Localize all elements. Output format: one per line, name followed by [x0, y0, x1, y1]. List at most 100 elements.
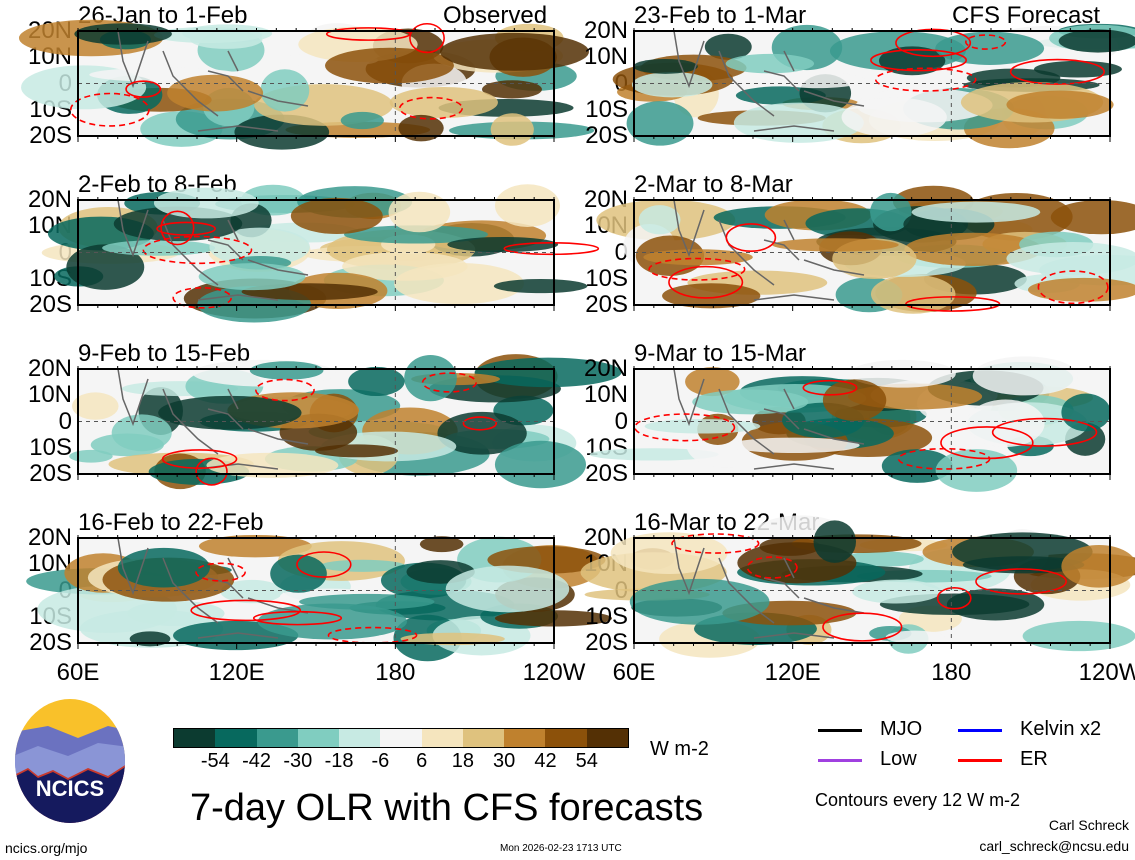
- olr-anomaly-blob: [102, 240, 216, 256]
- coastline: [673, 537, 865, 639]
- er-contour: [255, 378, 315, 402]
- olr-anomaly-blob: [494, 184, 561, 227]
- er-contour: [296, 551, 352, 578]
- lon-label: 180: [931, 659, 972, 686]
- lat-label: 10N: [27, 381, 72, 409]
- colorbar-swatch: [545, 729, 588, 747]
- er-contour: [161, 449, 238, 470]
- colorbar-label: -6: [371, 750, 390, 772]
- coastline: [117, 30, 309, 132]
- lat-label: 20S: [29, 460, 72, 487]
- olr-anomaly-blob: [728, 437, 860, 454]
- colorbar: [173, 728, 629, 748]
- author: Carl Schreck: [1048, 817, 1129, 833]
- legend-label: Kelvin x2: [1020, 718, 1102, 740]
- olr-map-panel: [18, 19, 595, 150]
- er-contour: [462, 416, 498, 431]
- legend-label: ER: [1020, 748, 1048, 770]
- olr-anomaly-blob: [770, 71, 866, 89]
- olr-anomaly-blob: [1027, 277, 1135, 302]
- olr-anomaly-blob: [198, 263, 306, 291]
- er-contour: [936, 586, 972, 610]
- colorbar-label: -30: [283, 750, 313, 772]
- panel-title: 9-Feb to 15-Feb: [78, 340, 251, 367]
- legend-label: Low: [880, 748, 917, 770]
- lat-label: 0: [614, 238, 628, 266]
- lat-label: 20N: [583, 17, 628, 44]
- olr-anomaly-blob: [198, 534, 312, 558]
- olr-anomaly-blob: [389, 86, 498, 118]
- olr-anomaly-blob: [72, 392, 119, 420]
- lat-label: 10N: [583, 43, 628, 71]
- panel-title: 9-Mar to 15-Mar: [634, 340, 807, 367]
- er-contour: [195, 562, 246, 582]
- olr-anomaly-blob: [493, 279, 588, 294]
- lat-label: 20N: [583, 355, 628, 382]
- er-contour: [746, 556, 798, 579]
- olr-anomaly-blob: [1061, 544, 1135, 588]
- olr-anomaly-blob: [117, 547, 210, 588]
- er-contour: [421, 372, 477, 393]
- olr-anomaly-blob: [447, 236, 559, 253]
- colorbar-swatch: [504, 729, 547, 747]
- lat-label: 20N: [27, 355, 72, 382]
- olr-map-panel: [612, 23, 1135, 149]
- panel-title: 16-Feb to 22-Feb: [78, 509, 264, 536]
- olr-anomaly-blob: [270, 554, 327, 593]
- er-contour: [409, 22, 445, 54]
- olr-anomaly-blob: [69, 449, 113, 463]
- colorbar-swatch: [462, 729, 506, 747]
- olr-anomaly-blob: [206, 452, 339, 478]
- olr-anomaly-blob: [404, 354, 457, 402]
- colorbar-label: 6: [416, 750, 428, 772]
- olr-anomaly-blob: [74, 23, 172, 45]
- lat-label: 10N: [583, 381, 628, 409]
- olr-anomaly-blob: [260, 69, 310, 112]
- er-contour: [965, 34, 1007, 50]
- er-contour: [802, 379, 858, 396]
- colorbar-label: 54: [575, 750, 598, 772]
- lat-label: 10S: [585, 602, 628, 630]
- er-contour: [975, 568, 1067, 595]
- olr-anomaly-blob: [474, 357, 622, 388]
- olr-anomaly-blob: [1006, 90, 1114, 119]
- olr-anomaly-blob: [1033, 60, 1122, 78]
- olr-anomaly-blob: [1058, 29, 1135, 53]
- footer-link[interactable]: ncics.org/mjo: [5, 840, 88, 856]
- olr-anomaly-blob: [348, 366, 405, 397]
- er-contour: [671, 533, 760, 554]
- olr-anomaly-blob: [325, 47, 454, 84]
- panel-title: 23-Feb to 1-Mar: [634, 2, 807, 29]
- olr-anomaly-blob: [439, 32, 590, 71]
- olr-anomaly-blob: [290, 197, 383, 234]
- olr-anomaly-blob: [849, 359, 956, 388]
- olr-map-panel: [580, 515, 1135, 658]
- olr-anomaly-blob: [633, 58, 698, 74]
- olr-anomaly-blob: [1022, 620, 1135, 652]
- colorbar-swatch: [297, 729, 341, 747]
- er-contour: [874, 67, 977, 92]
- olr-anomaly-blob: [400, 632, 505, 646]
- er-contour: [252, 610, 343, 626]
- colorbar-swatch: [339, 729, 382, 747]
- lat-label: 20S: [29, 122, 72, 149]
- lat-label: 20S: [585, 460, 628, 487]
- er-contour: [160, 210, 195, 246]
- olr-anomaly-blob: [631, 72, 713, 98]
- lat-label: 10S: [29, 433, 72, 461]
- legend-line: [818, 729, 862, 732]
- olr-anomaly-blob: [885, 630, 945, 644]
- lon-label: 180: [375, 659, 416, 686]
- contour-note: Contours every 12 W m-2: [815, 790, 1021, 810]
- lat-label: 10S: [585, 264, 628, 292]
- lon-label: 120E: [764, 659, 821, 686]
- olr-anomaly-blob: [419, 536, 464, 553]
- email[interactable]: carl_schreck@ncsu.edu: [979, 838, 1129, 854]
- olr-anomaly-blob: [725, 53, 815, 74]
- olr-anomaly-blob: [935, 449, 1018, 492]
- lat-label: 20N: [27, 186, 72, 213]
- olr-anomaly-blob: [394, 262, 525, 305]
- er-contour: [940, 426, 1034, 460]
- olr-anomaly-blob: [445, 565, 570, 613]
- olr-anomaly-blob: [320, 559, 406, 572]
